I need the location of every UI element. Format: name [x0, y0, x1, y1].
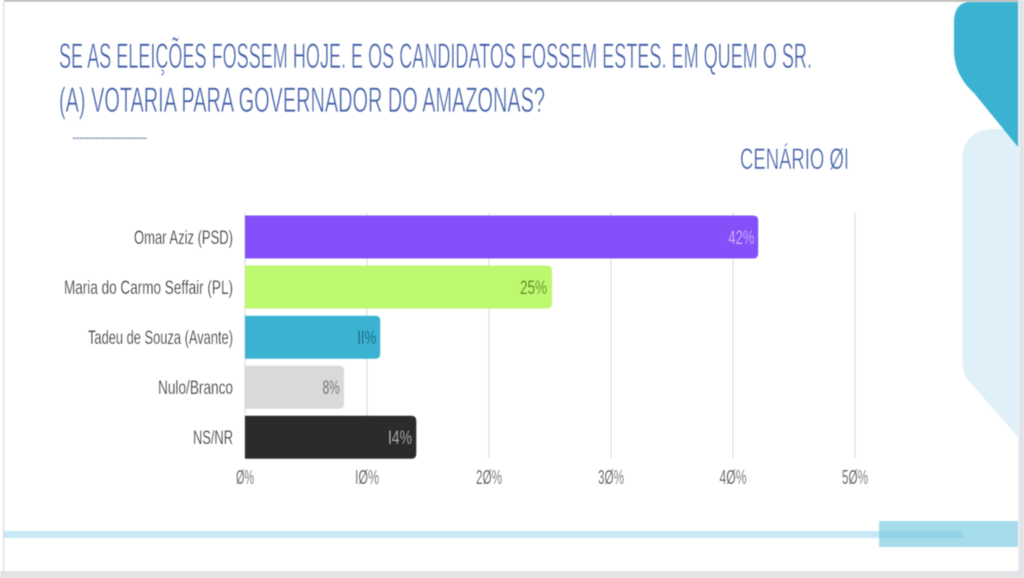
svg-text:2Ø%: 2Ø% [476, 467, 502, 489]
svg-text:Nulo/Branco: Nulo/Branco [158, 378, 233, 399]
svg-text:Tadeu de Souza (Avante): Tadeu de Souza (Avante) [88, 328, 233, 349]
svg-text:SE AS ELEIÇÕES FOSSEM HOJE. E: SE AS ELEIÇÕES FOSSEM HOJE. E OS CANDIDA… [59, 36, 812, 76]
svg-text:Ø%: Ø% [236, 467, 254, 489]
svg-text:NS/NR: NS/NR [193, 428, 233, 449]
svg-text:3Ø%: 3Ø% [598, 467, 624, 489]
svg-text:42%: 42% [728, 228, 754, 249]
svg-text:I4%: I4% [388, 428, 412, 449]
svg-text:II%: II% [357, 328, 376, 349]
svg-text:Maria do Carmo Seffair (PL): Maria do Carmo Seffair (PL) [64, 278, 233, 299]
svg-text:(A) VOTARIA PARA GOVERNADOR DO: (A) VOTARIA PARA GOVERNADOR DO AMAZONAS? [59, 81, 545, 120]
svg-text:5Ø%: 5Ø% [842, 467, 868, 489]
svg-text:IØ%: IØ% [355, 467, 379, 489]
svg-text:8%: 8% [323, 378, 340, 399]
svg-text:CENÁRIO ØI: CENÁRIO ØI [740, 143, 849, 176]
svg-text:25%: 25% [520, 278, 547, 299]
svg-text:Omar Aziz (PSD): Omar Aziz (PSD) [134, 228, 233, 249]
svg-text:4Ø%: 4Ø% [720, 467, 747, 489]
